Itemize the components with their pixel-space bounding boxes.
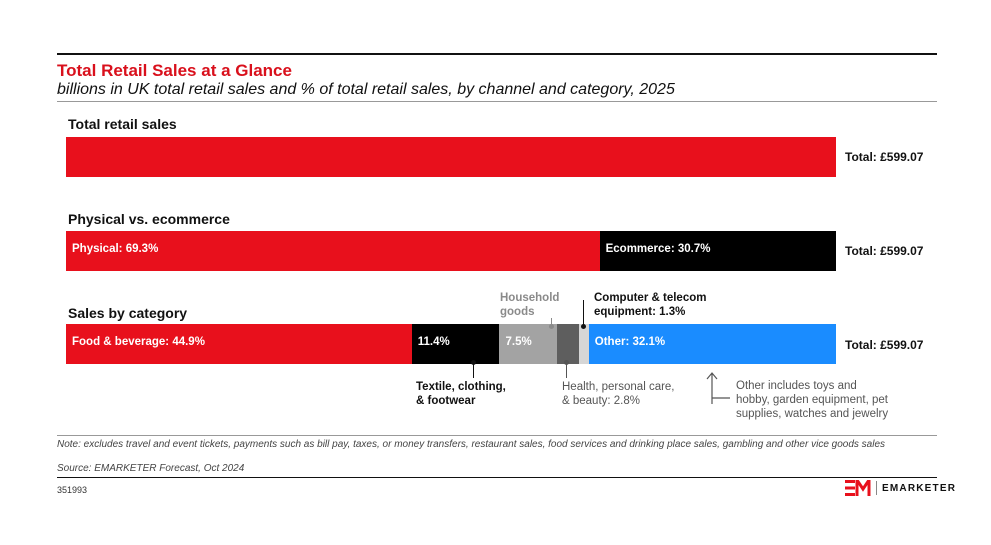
bar-segment-other: Other: 32.1% [588, 324, 836, 364]
segment-label-textile: 11.4% [417, 336, 450, 348]
callout-health-dot [564, 360, 569, 365]
callout-household-line [551, 318, 552, 326]
bar-segment-household: 7.5% [499, 324, 558, 364]
bar-segment-textile: 11.4% [411, 324, 500, 364]
callout-health-line [566, 362, 567, 378]
bar-total [66, 137, 836, 177]
top-rule [57, 53, 937, 55]
header-rule [57, 101, 937, 102]
segment-label-other: Other: 32.1% [594, 336, 666, 348]
footnote: Note: excludes travel and event tickets,… [57, 439, 886, 450]
callout-household-dot [549, 324, 554, 329]
callout-textile-line [473, 362, 474, 378]
segment-label-ecommerce: Ecommerce: 30.7% [605, 243, 711, 255]
row-label-category: Sales by category [68, 305, 188, 321]
callout-computer-dot [581, 324, 586, 329]
callout-other: Other includes toys and hobby, garden eq… [736, 380, 889, 420]
bar-segment-food: Food & beverage: 44.9% [66, 324, 412, 364]
chart-title: Total Retail Sales at a Glance [57, 61, 292, 80]
bar-channel: Physical: 69.3% Ecommerce: 30.7% [66, 231, 836, 271]
bar-segment-total [66, 137, 836, 177]
row-label-total: Total retail sales [68, 116, 177, 132]
brand-name: EMARKETER [882, 482, 957, 494]
logo-separator [876, 481, 877, 495]
source-note: Source: EMARKETER Forecast, Oct 2024 [57, 463, 245, 474]
row-label-channel: Physical vs. ecommerce [68, 211, 230, 227]
bar-segment-physical: Physical: 69.3% [66, 231, 600, 271]
bar-segment-computer [578, 324, 589, 364]
callout-other-arrow [706, 372, 730, 404]
callout-computer: Computer & telecom equipment: 1.3% [594, 292, 707, 318]
total-label-category: Total: £599.07 [845, 338, 924, 352]
callout-health: Health, personal care, & beauty: 2.8% [562, 381, 675, 407]
segment-label-household: 7.5% [505, 336, 532, 348]
footer-bottom-rule [57, 477, 937, 478]
segment-label-physical: Physical: 69.3% [72, 243, 159, 255]
total-label-total: Total: £599.07 [845, 150, 924, 164]
bar-segment-health [557, 324, 579, 364]
segment-label-food: Food & beverage: 44.9% [72, 336, 205, 348]
total-label-channel: Total: £599.07 [845, 244, 924, 258]
bar-category: Food & beverage: 44.9% 11.4% 7.5% Other: 32… [66, 324, 836, 364]
callout-textile-dot [471, 360, 476, 365]
bar-segment-ecommerce: Ecommerce: 30.7% [599, 231, 836, 271]
brand-logo: EMARKETER [845, 480, 956, 496]
chart-id: 351993 [57, 485, 88, 495]
callout-textile: Textile, clothing, & footwear [416, 381, 506, 407]
chart-subtitle: billions in UK total retail sales and % … [57, 81, 675, 98]
em-logo-icon [845, 480, 871, 496]
callout-household: Household goods [500, 292, 560, 318]
footer-rule [57, 435, 937, 436]
callout-computer-line [583, 300, 584, 326]
